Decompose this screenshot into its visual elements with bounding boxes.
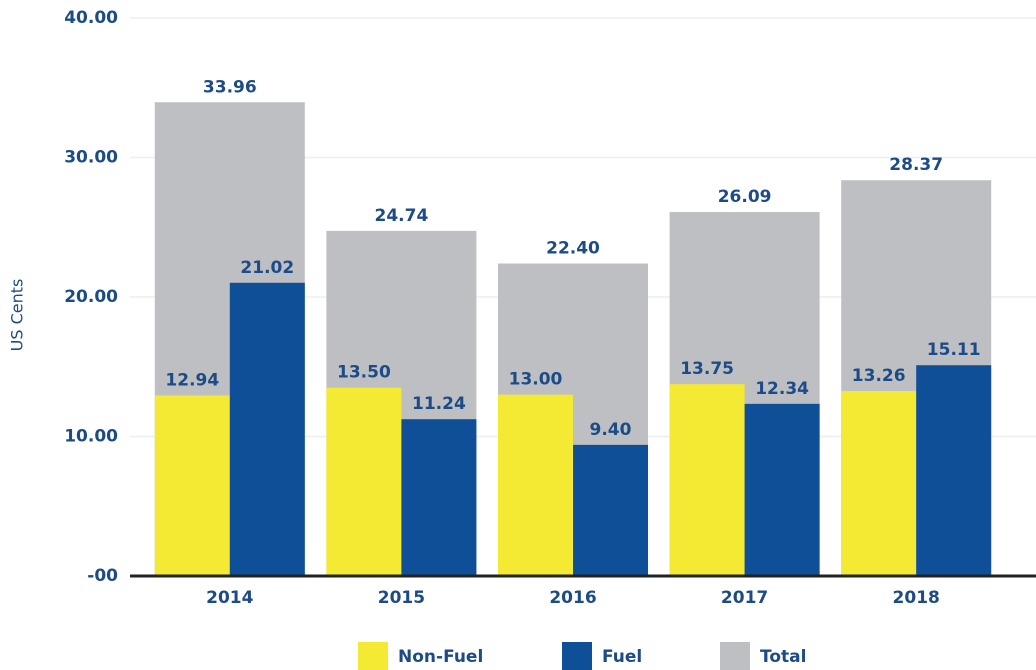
value-label: 33.96 [203,77,257,97]
legend-label: Total [760,647,806,667]
bar [498,394,573,576]
bar [573,444,648,576]
value-label: 13.50 [337,363,391,383]
value-label: 12.34 [755,379,809,399]
value-label: 9.40 [590,420,632,440]
bar [841,391,917,576]
x-tick-label: 2016 [549,588,596,608]
value-label: 11.24 [412,394,466,414]
legend-swatch [720,642,750,670]
x-tick-label: 2014 [206,588,253,608]
y-tick-label: 40.00 [64,8,118,28]
legend-swatch [562,642,592,670]
legend-swatch [358,642,388,670]
value-label: 22.40 [546,239,600,259]
y-axis-label: US Cents [8,279,27,352]
value-label: 15.11 [927,340,981,360]
x-tick-label: 2015 [378,588,425,608]
bar [744,403,820,576]
value-label: 28.37 [889,155,943,175]
y-tick-label: 10.00 [64,427,118,447]
y-tick-label: -00 [87,566,118,586]
x-tick-label: 2017 [721,588,768,608]
y-tick-label: 20.00 [64,287,118,307]
value-label: 26.09 [718,187,772,207]
legend-label: Fuel [602,647,642,667]
bar [326,387,402,576]
value-label: 21.02 [240,258,294,278]
bar [916,365,992,576]
x-tick-label: 2018 [893,588,940,608]
value-label: 13.75 [680,359,734,379]
value-label: 12.94 [165,370,219,390]
bar [229,282,305,576]
value-label: 24.74 [375,206,429,226]
bar [401,419,477,576]
y-tick-label: 30.00 [64,148,118,168]
legend-label: Non-Fuel [398,647,483,667]
bar [154,395,230,576]
value-label: 13.00 [509,370,563,390]
value-label: 13.26 [852,366,906,386]
bar [669,384,745,576]
